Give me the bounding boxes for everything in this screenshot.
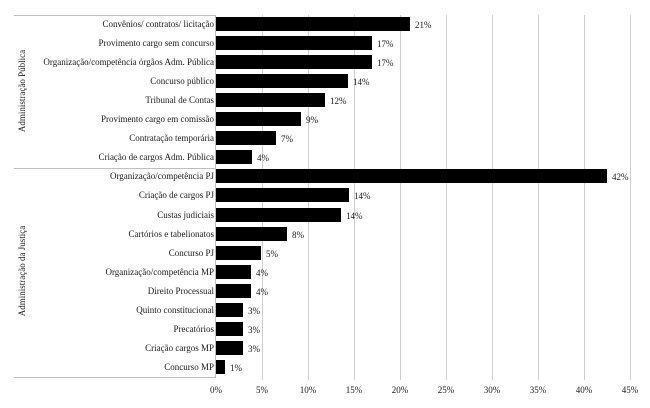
bar — [216, 207, 341, 222]
group-divider — [14, 168, 216, 169]
category-label: Direito Processual — [147, 285, 214, 296]
value-label: 5% — [266, 248, 278, 259]
category-label: Organização/competência MP — [105, 266, 214, 277]
category-label: Organização/competência órgãos Adm. Públ… — [43, 57, 214, 68]
bar — [216, 112, 301, 127]
value-label: 8% — [292, 229, 304, 240]
value-label: 21% — [415, 20, 432, 30]
bar — [216, 93, 325, 108]
category-label: Cartórios e tabelionatos — [128, 228, 214, 239]
bar — [216, 245, 261, 260]
bar — [216, 74, 348, 89]
category-label: Concurso público — [150, 76, 214, 87]
gridline — [538, 15, 539, 380]
category-label: Criação de cargos PJ — [138, 190, 214, 201]
bar — [216, 55, 372, 70]
bar — [216, 169, 607, 184]
value-label: 9% — [306, 115, 318, 126]
category-label: Custas judiciais — [157, 209, 214, 220]
category-label: Precatórios — [173, 323, 215, 334]
x-tick-label: 35% — [529, 385, 547, 395]
category-label: Provimento cargo sem concurso — [98, 38, 214, 49]
bar — [216, 226, 287, 241]
value-label: 14% — [354, 191, 371, 202]
bar — [216, 188, 349, 203]
category-label: Convênios/ contratos/ licitação — [102, 19, 214, 29]
x-tick-label: 20% — [391, 385, 409, 395]
x-tick-label: 45% — [621, 385, 639, 395]
value-label: 14% — [353, 77, 370, 88]
bar — [216, 264, 251, 279]
x-tick-label: 25% — [437, 385, 455, 395]
category-label: Concurso MP — [164, 361, 214, 372]
group-bottom-border — [14, 377, 216, 378]
gridline — [630, 15, 631, 380]
bar — [216, 321, 243, 336]
value-label: 3% — [248, 324, 260, 335]
bar — [216, 283, 251, 298]
gridline — [354, 15, 355, 380]
category-label: Quinto constitucional — [136, 304, 214, 315]
x-tick-label: 0% — [210, 385, 222, 395]
category-label: Contratação temporária — [129, 133, 214, 144]
value-label: 17% — [377, 58, 394, 69]
category-axis-line — [215, 15, 216, 377]
bar — [216, 131, 276, 146]
gridline — [400, 15, 401, 380]
category-label: Criação de cargos Adm. Pública — [98, 152, 214, 163]
category-label: Organização/competência PJ — [109, 171, 214, 182]
x-tick-label: 10% — [299, 385, 317, 395]
value-label: 4% — [256, 286, 268, 297]
gridline — [584, 15, 585, 380]
value-label: 3% — [248, 343, 260, 354]
group-label-administracao-publica: Administração Pública — [17, 49, 27, 133]
value-label: 7% — [281, 134, 293, 145]
bar — [216, 17, 410, 31]
value-label: 42% — [612, 172, 629, 183]
x-tick-label: 40% — [575, 385, 593, 395]
group-label-administracao-justica: Administração da Justiça — [17, 225, 27, 317]
gridline — [446, 15, 447, 380]
x-tick-label: 15% — [345, 385, 363, 395]
bar — [216, 340, 243, 355]
value-label: 4% — [257, 153, 269, 164]
category-label: Provimento cargo em comissão — [100, 114, 214, 125]
value-label: 17% — [377, 39, 394, 50]
value-label: 14% — [346, 210, 363, 221]
x-tick-label: 30% — [483, 385, 501, 395]
bar — [216, 150, 252, 165]
category-label: Tribunal de Contas — [145, 95, 214, 106]
group-top-border — [14, 15, 216, 16]
value-label: 4% — [256, 267, 268, 278]
category-label: Concurso PJ — [168, 247, 214, 258]
x-tick-label: 5% — [256, 385, 268, 395]
bar — [216, 302, 243, 317]
bar — [216, 359, 225, 374]
value-label: 12% — [330, 96, 347, 107]
gridline — [492, 15, 493, 380]
value-label: 1% — [230, 362, 242, 373]
category-label: Criação cargos MP — [145, 342, 214, 353]
bar — [216, 36, 372, 51]
value-label: 3% — [248, 305, 260, 316]
